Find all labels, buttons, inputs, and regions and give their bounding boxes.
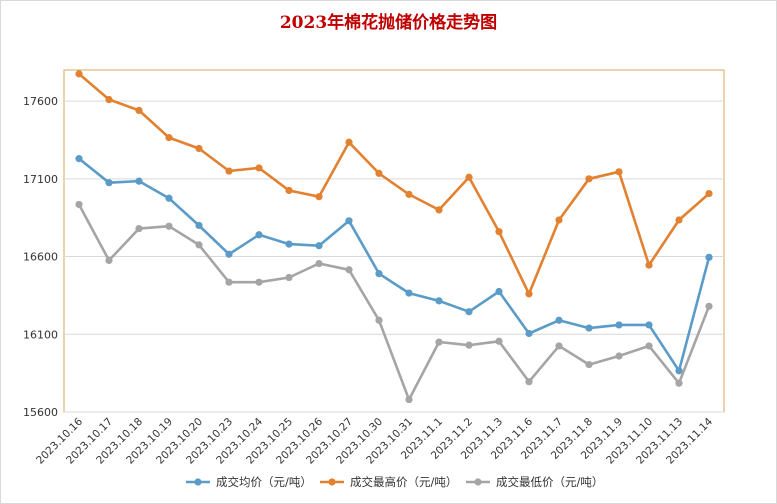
data-point-series-2 <box>375 169 383 177</box>
data-point-series-2 <box>705 189 713 198</box>
data-point-series-1 <box>345 217 353 225</box>
data-point-series-2 <box>105 95 113 104</box>
data-point-series-3 <box>465 341 473 349</box>
data-point-series-3 <box>615 352 623 360</box>
data-point-series-3 <box>75 200 83 209</box>
data-point-series-1 <box>75 155 83 163</box>
data-point-series-1 <box>255 231 263 239</box>
data-point-series-3 <box>135 224 143 233</box>
data-point-series-3 <box>555 342 563 350</box>
data-point-series-1 <box>195 221 203 230</box>
data-point-series-1 <box>585 324 593 332</box>
series-line-2 <box>78 72 710 296</box>
data-point-series-1 <box>405 289 413 297</box>
data-point-series-3 <box>345 266 353 274</box>
data-point-series-2 <box>675 216 683 224</box>
data-point-series-3 <box>405 395 413 404</box>
data-point-series-1 <box>555 316 563 324</box>
data-point-series-3 <box>435 338 443 346</box>
data-point-series-2 <box>405 190 413 198</box>
y-tick-label: 16600 <box>23 251 58 264</box>
data-point-series-2 <box>615 168 623 176</box>
legend-marker-3 <box>474 478 482 486</box>
data-point-series-1 <box>225 250 233 258</box>
data-point-series-3 <box>675 379 683 387</box>
data-point-series-2 <box>435 206 443 214</box>
data-point-series-2 <box>225 167 233 175</box>
data-point-series-1 <box>375 270 383 278</box>
data-point-series-1 <box>705 253 713 261</box>
data-point-series-3 <box>285 273 293 282</box>
legend-marker-2 <box>328 478 336 486</box>
data-point-series-2 <box>495 228 503 236</box>
data-point-series-2 <box>75 70 83 78</box>
data-point-series-3 <box>105 256 113 265</box>
data-point-series-3 <box>255 278 263 286</box>
data-point-series-2 <box>195 144 203 153</box>
data-point-series-1 <box>495 287 503 296</box>
data-point-series-1 <box>615 321 623 329</box>
data-point-series-2 <box>555 216 563 224</box>
data-point-series-3 <box>525 378 533 386</box>
legend-label-3: 成交最低价（元/吨） <box>496 475 603 489</box>
data-point-series-1 <box>465 308 473 316</box>
data-point-series-3 <box>165 222 173 230</box>
series-line-1 <box>78 157 711 373</box>
data-point-series-1 <box>165 194 173 202</box>
data-point-series-3 <box>375 316 383 324</box>
data-point-series-1 <box>435 297 443 305</box>
data-point-series-3 <box>645 342 653 350</box>
data-point-series-1 <box>285 240 293 248</box>
legend-marker-1 <box>194 478 202 486</box>
data-point-series-2 <box>135 106 143 115</box>
series-line-3 <box>77 203 711 401</box>
y-tick-label: 15600 <box>23 406 58 419</box>
data-point-series-2 <box>345 138 353 146</box>
data-point-series-1 <box>645 321 653 329</box>
data-point-series-2 <box>255 164 263 172</box>
data-point-series-1 <box>525 329 533 338</box>
data-point-series-3 <box>315 259 323 268</box>
legend-label-1: 成交均价（元/吨） <box>216 475 312 489</box>
legend-label-2: 成交最高价（元/吨） <box>350 475 457 489</box>
y-tick-label: 17600 <box>23 95 58 108</box>
data-point-series-2 <box>585 175 593 183</box>
data-point-series-2 <box>525 290 533 298</box>
data-point-series-3 <box>705 302 713 310</box>
data-point-series-1 <box>675 367 683 375</box>
data-point-series-3 <box>585 360 593 369</box>
chart-title: 2023年棉花抛储价格走势图 <box>279 13 498 33</box>
data-point-series-2 <box>165 134 173 142</box>
data-point-series-1 <box>105 179 113 187</box>
data-point-series-3 <box>495 337 503 345</box>
y-tick-label: 17100 <box>23 173 58 186</box>
data-point-series-2 <box>315 193 323 201</box>
y-tick-label: 16100 <box>23 328 58 341</box>
data-point-series-3 <box>195 241 203 249</box>
data-point-series-3 <box>225 278 233 286</box>
data-point-series-2 <box>645 261 653 269</box>
data-point-series-2 <box>465 173 473 181</box>
data-point-series-1 <box>135 177 143 185</box>
data-point-series-1 <box>315 242 323 250</box>
data-point-series-2 <box>285 186 293 195</box>
